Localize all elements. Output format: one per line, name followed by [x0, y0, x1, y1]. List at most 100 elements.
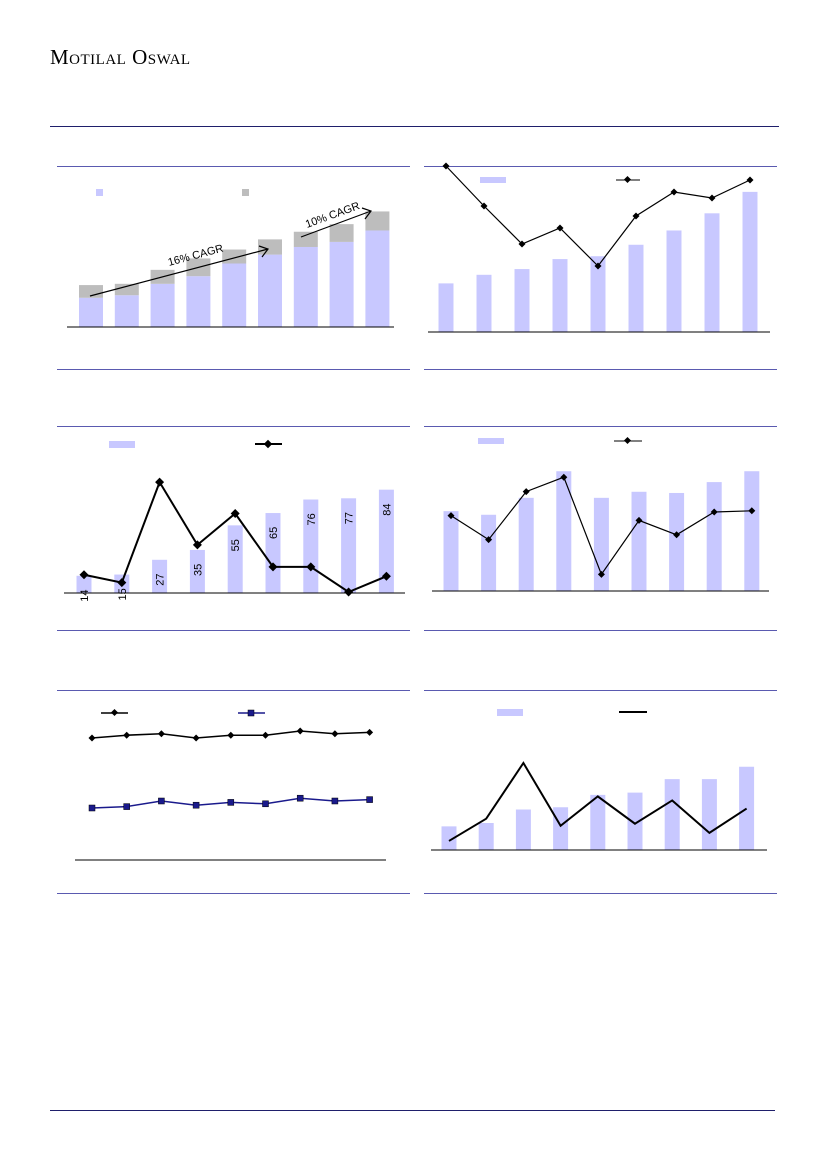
chart6-top-rule — [424, 690, 777, 691]
chart4-point-2 — [485, 536, 493, 544]
chart1-bar-8 — [329, 241, 354, 327]
chart3-data-label-6: 65 — [268, 527, 280, 539]
chart3-top-rule — [57, 426, 410, 427]
chart1-bar-top-6 — [258, 239, 282, 255]
chart5-line-1-point-4 — [192, 734, 200, 742]
chart1-bar-9 — [365, 230, 390, 327]
chart2-bar-6 — [628, 244, 644, 332]
chart3-bar-4 — [189, 549, 205, 593]
chart5-line-1-point-8 — [331, 730, 339, 738]
chart1-bottom-rule — [57, 369, 410, 370]
header-divider — [50, 126, 779, 127]
chart6-bar-3 — [515, 809, 531, 850]
chart2-bar-3 — [514, 269, 530, 332]
chart3-data-label-9: 84 — [381, 503, 393, 515]
chart2-point-6 — [632, 212, 640, 220]
chart5-line-2-point-4 — [192, 801, 200, 809]
chart2-bar-2 — [476, 274, 492, 332]
chart5-line-2-point-6 — [262, 800, 269, 808]
chart3-data-label-1: 14 — [79, 590, 91, 602]
chart4-point-1 — [447, 512, 455, 520]
chart4-bar-5 — [593, 497, 609, 591]
chart5-legend-marker-1 — [110, 708, 119, 717]
chart2-legend-swatch-bar — [480, 177, 506, 183]
chart3-point-6 — [268, 562, 278, 572]
chart4-legend-swatch-bar — [478, 438, 504, 444]
chart3-bar-6 — [265, 513, 281, 593]
chart6-bar-1 — [441, 826, 457, 850]
chart1-bar-4 — [186, 276, 211, 327]
footer-divider — [50, 1110, 775, 1111]
chart5-top-rule — [57, 690, 410, 691]
chart5-bottom-rule — [57, 893, 410, 894]
chart1-legend-swatch-1 — [96, 189, 103, 196]
chart4-bar-9 — [744, 471, 760, 591]
chart6-bottom-rule — [424, 893, 777, 894]
chart3-bar-5 — [227, 525, 243, 593]
chart3-point-1 — [79, 570, 89, 580]
chart3-data-label-8: 77 — [344, 512, 356, 524]
chart4-point-6 — [635, 516, 643, 524]
chart2-bar-8 — [704, 213, 720, 332]
chart1-legend-swatch-2 — [242, 189, 249, 196]
chart2-point-1 — [442, 162, 450, 170]
chart5-line-1-point-9 — [366, 728, 374, 736]
chart2-point-8 — [708, 194, 716, 202]
chart2-bottom-rule — [424, 369, 777, 370]
chart2-legend-marker — [623, 175, 632, 184]
chart3-data-label-2: 15 — [117, 588, 129, 600]
chart3-legend-swatch-bar — [109, 441, 135, 448]
chart3-point-2 — [117, 578, 127, 588]
chart5-line-1-point-2 — [123, 731, 131, 739]
chart5-line-1-point-3 — [157, 730, 165, 738]
chart6-legend-swatch-bar — [497, 709, 523, 716]
chart2-bar-7 — [666, 230, 682, 332]
chart2-point-9 — [746, 176, 754, 184]
chart1-bar-1 — [79, 297, 103, 327]
chart1-bar-5 — [222, 263, 247, 327]
chart5-legend-marker-2 — [247, 709, 255, 717]
chart3-point-5 — [230, 509, 240, 518]
chart4-bar-2 — [481, 514, 497, 591]
chart4-bar-3 — [518, 497, 534, 591]
chart5-line-1-point-5 — [227, 731, 235, 739]
chart4-point-9 — [748, 507, 756, 515]
chart5-line-2-point-2 — [123, 803, 130, 810]
chart2-bar-1 — [438, 283, 454, 332]
chart4-bar-4 — [556, 471, 572, 591]
chart6-bar-7 — [664, 779, 680, 850]
chart1-bar-7 — [293, 246, 318, 327]
chart3-data-label-3: 27 — [155, 574, 167, 586]
chart2-point-2 — [480, 202, 488, 210]
chart4-legend-marker — [623, 436, 632, 445]
chart4-point-3 — [522, 488, 530, 496]
chart2-point-4 — [556, 224, 564, 232]
chart6-bar-6 — [627, 792, 643, 850]
chart6-line — [448, 761, 748, 842]
chart3-bar-9 — [378, 489, 394, 593]
chart5-line-2-point-8 — [331, 797, 339, 805]
brand-logo: Motilal Oswal — [50, 45, 191, 69]
chart3-data-label-5: 55 — [230, 539, 242, 551]
chart2-point-7 — [670, 188, 678, 196]
chart3-bar-8 — [341, 498, 357, 593]
chart6-bar-2 — [478, 823, 494, 850]
chart2-point-3 — [518, 240, 526, 248]
chart3-point-7 — [306, 562, 316, 572]
chart2-bar-9 — [742, 191, 758, 332]
chart4-bar-6 — [631, 491, 647, 591]
chart5-line-1-point-1 — [88, 734, 96, 742]
chart4-point-7 — [673, 531, 681, 539]
chart2-point-5 — [594, 262, 602, 270]
chart2-top-rule — [424, 166, 777, 167]
chart3-point-9 — [381, 571, 391, 581]
chart1-cagr-arrowhead-2 — [361, 207, 372, 220]
chart5-line-1-point-7 — [296, 727, 304, 735]
chart5-line-2-point-9 — [366, 796, 373, 803]
chart6-bar-4 — [553, 807, 569, 850]
